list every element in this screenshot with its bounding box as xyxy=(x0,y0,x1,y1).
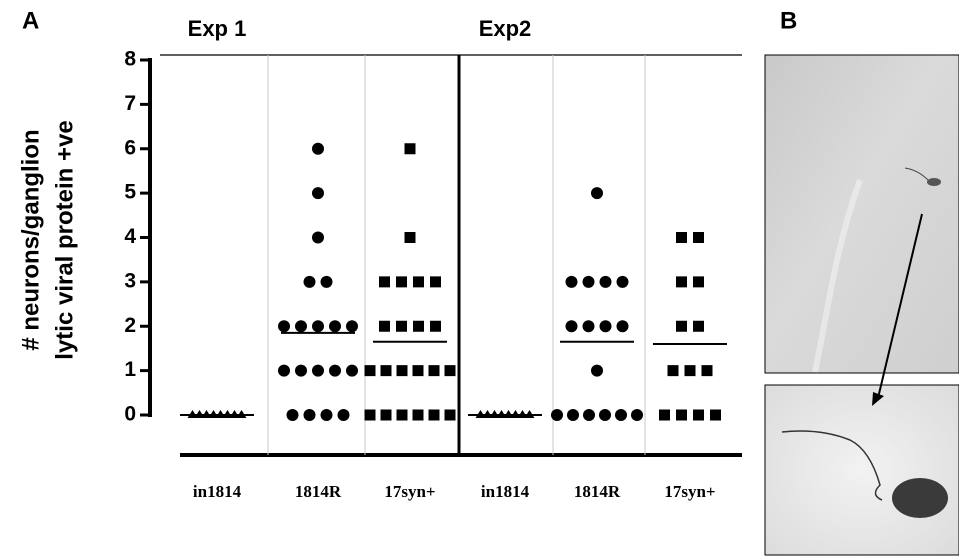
data-point xyxy=(396,409,408,421)
data-point xyxy=(312,231,324,244)
data-point xyxy=(551,409,563,421)
data-point xyxy=(379,320,390,332)
data-point xyxy=(380,365,392,377)
data-point xyxy=(616,320,629,333)
data-point xyxy=(295,320,307,333)
data-point xyxy=(412,409,424,421)
data-point xyxy=(693,276,704,288)
data-point xyxy=(380,409,392,421)
data-point xyxy=(329,364,341,377)
data-point xyxy=(396,276,407,288)
x-tick-label: 17syn+ xyxy=(664,482,715,501)
experiment-title: Exp 1 xyxy=(188,16,247,41)
data-point xyxy=(346,320,358,333)
data-point xyxy=(615,409,627,421)
data-point xyxy=(430,320,441,332)
data-point xyxy=(693,409,704,421)
data-point xyxy=(710,409,721,421)
data-point xyxy=(312,364,324,377)
data-point xyxy=(599,409,611,421)
y-tick-label: 0 xyxy=(124,403,136,426)
data-point xyxy=(676,276,687,288)
data-point xyxy=(320,275,333,288)
panel-label: B xyxy=(780,7,797,34)
data-point xyxy=(278,364,290,377)
data-point xyxy=(565,320,578,333)
data-point xyxy=(286,409,299,421)
data-point xyxy=(693,320,704,332)
data-point xyxy=(396,320,407,332)
data-point xyxy=(337,409,350,421)
data-point xyxy=(676,320,687,332)
data-point xyxy=(320,409,333,421)
data-point xyxy=(404,143,416,155)
y-tick-label: 6 xyxy=(124,136,136,159)
y-tick-label: 5 xyxy=(124,181,136,204)
panel-label: A xyxy=(22,7,39,34)
y-axis-label: lytic viral protein +ve xyxy=(51,120,78,359)
x-tick-label: 17syn+ xyxy=(384,482,435,501)
y-tick-label: 7 xyxy=(124,92,136,115)
data-point xyxy=(295,364,307,377)
data-point xyxy=(303,409,316,421)
y-tick-label: 2 xyxy=(124,314,136,337)
data-point xyxy=(591,364,603,377)
data-point xyxy=(444,365,456,377)
data-point xyxy=(701,365,713,377)
data-point xyxy=(428,409,440,421)
data-point xyxy=(582,320,595,333)
data-point xyxy=(599,275,612,288)
data-point xyxy=(667,365,679,377)
x-tick-label: 1814R xyxy=(295,482,342,501)
data-point xyxy=(364,409,376,421)
data-point xyxy=(379,276,390,288)
data-point xyxy=(591,187,603,200)
data-point xyxy=(404,232,416,243)
data-point xyxy=(430,276,441,288)
data-point xyxy=(412,365,424,377)
data-point xyxy=(616,275,629,288)
data-point xyxy=(428,365,440,377)
data-point xyxy=(312,142,324,155)
data-point xyxy=(444,409,456,421)
data-point xyxy=(364,365,376,377)
y-tick-label: 3 xyxy=(124,269,136,292)
y-tick-label: 4 xyxy=(124,225,136,248)
experiment-title: Exp2 xyxy=(479,16,532,41)
data-point xyxy=(346,364,358,377)
y-tick-label: 1 xyxy=(124,358,136,381)
data-point xyxy=(303,275,316,288)
data-point xyxy=(278,320,290,333)
data-point xyxy=(583,409,595,421)
data-point xyxy=(396,365,408,377)
x-tick-label: 1814R xyxy=(574,482,621,501)
micrograph-panel xyxy=(764,54,959,556)
data-point xyxy=(329,320,341,333)
data-point xyxy=(659,409,670,421)
data-point xyxy=(631,409,643,421)
data-point xyxy=(676,232,687,243)
data-point xyxy=(312,187,324,200)
y-tick-label: 8 xyxy=(124,48,136,71)
data-point xyxy=(413,320,424,332)
data-point xyxy=(565,275,578,288)
y-axis-label: # neurons/ganglion xyxy=(17,129,44,350)
x-tick-label: in1814 xyxy=(193,482,242,501)
data-point xyxy=(413,276,424,288)
data-point xyxy=(676,409,687,421)
data-point xyxy=(582,275,595,288)
data-point xyxy=(599,320,612,333)
data-point xyxy=(312,320,324,333)
data-point xyxy=(684,365,696,377)
x-tick-label: in1814 xyxy=(481,482,530,501)
data-point xyxy=(567,409,579,421)
data-point xyxy=(693,232,704,243)
